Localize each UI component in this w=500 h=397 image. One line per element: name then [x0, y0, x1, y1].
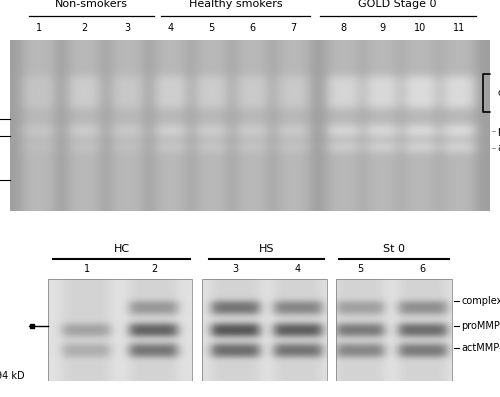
- Text: 1: 1: [84, 264, 90, 274]
- Text: 9: 9: [379, 23, 385, 33]
- Text: complex: complex: [461, 297, 500, 306]
- Text: 4: 4: [295, 264, 301, 274]
- Text: 5: 5: [208, 23, 214, 33]
- Text: 10: 10: [414, 23, 426, 33]
- Text: 8: 8: [340, 23, 346, 33]
- Text: HS: HS: [259, 244, 274, 254]
- Text: St 0: St 0: [383, 244, 405, 254]
- Text: Non-smokers: Non-smokers: [55, 0, 128, 9]
- Text: HC: HC: [114, 244, 130, 254]
- Text: 6: 6: [250, 23, 256, 33]
- Text: GOLD Stage 0: GOLD Stage 0: [358, 0, 437, 9]
- Text: 7: 7: [290, 23, 296, 33]
- Text: 94 kD: 94 kD: [0, 370, 24, 381]
- Text: 2: 2: [151, 264, 157, 274]
- Text: actMMP-9: actMMP-9: [461, 343, 500, 353]
- Text: 1: 1: [36, 23, 42, 33]
- Text: 4: 4: [168, 23, 174, 33]
- Text: 6: 6: [420, 264, 426, 274]
- Bar: [336, 279, 452, 381]
- Bar: [48, 279, 193, 381]
- Text: proMMP-9: proMMP-9: [461, 321, 500, 331]
- Text: complexes: complexes: [497, 88, 500, 98]
- Text: proMMP-9: proMMP-9: [497, 127, 500, 137]
- Text: 11: 11: [452, 23, 465, 33]
- Text: 3: 3: [124, 23, 130, 33]
- Text: Healthy smokers: Healthy smokers: [189, 0, 282, 9]
- Text: actMMP-9: actMMP-9: [497, 143, 500, 153]
- Text: 3: 3: [232, 264, 238, 274]
- Text: 2: 2: [82, 23, 87, 33]
- Text: 5: 5: [358, 264, 364, 274]
- Bar: [202, 279, 327, 381]
